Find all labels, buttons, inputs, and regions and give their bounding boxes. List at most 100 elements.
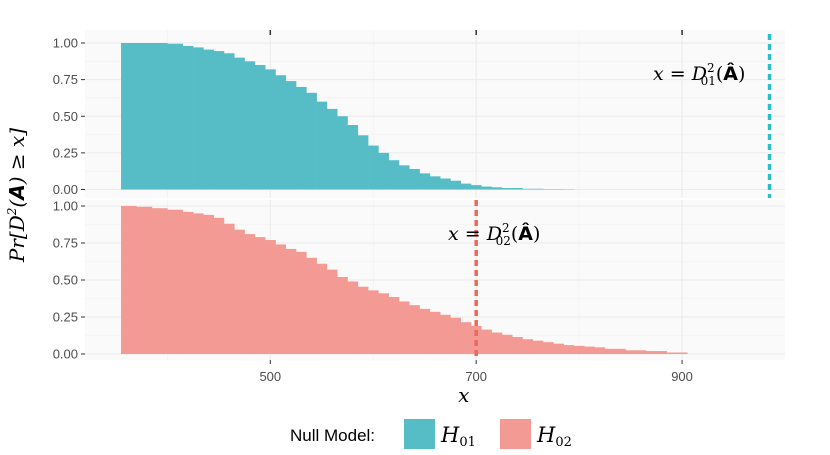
cdf-bar — [326, 108, 338, 190]
cdf-bar — [234, 229, 245, 354]
cdf-bar — [522, 188, 534, 190]
cdf-bar — [223, 53, 235, 190]
cdf-bar — [388, 297, 400, 354]
cdf-bar — [326, 269, 338, 354]
cdf-bar — [471, 325, 482, 354]
legend-swatch — [404, 419, 435, 449]
cdf-bar — [440, 314, 451, 354]
cdf-bar — [337, 277, 348, 354]
cdf-bar — [316, 263, 328, 354]
y-tick-label: 0.00 — [53, 182, 78, 197]
y-tick-label: 1.00 — [53, 36, 78, 51]
cdf-bar — [450, 180, 462, 190]
cdf-bar — [584, 346, 595, 354]
legend-title: Null Model: — [290, 426, 375, 445]
cdf-bar — [419, 173, 431, 190]
cdf-bar — [254, 237, 266, 354]
cdf-bar — [296, 86, 307, 190]
cdf-bar — [543, 342, 554, 354]
cdf-bar — [512, 188, 523, 190]
cdf-bar — [491, 187, 503, 190]
cdf-bar — [203, 214, 214, 354]
cdf-bar — [481, 329, 492, 354]
cdf-bar — [450, 317, 462, 354]
cdf-bar — [378, 152, 389, 190]
cdf-bar — [594, 347, 606, 354]
cdf-bar — [182, 211, 194, 354]
cdf-bar — [368, 290, 379, 354]
y-tick-label: 1.00 — [53, 199, 78, 214]
cdf-bar — [296, 251, 307, 354]
cdf-bar — [532, 188, 544, 190]
cdf-bar — [378, 293, 389, 354]
cdf-bar — [429, 176, 441, 190]
cdf-bar — [337, 116, 348, 190]
y-tick-label: 0.50 — [53, 109, 78, 124]
cdf-bar — [357, 286, 369, 354]
cdf-bar — [666, 352, 688, 354]
x-tick-label: 700 — [465, 369, 487, 384]
cdf-bar — [460, 183, 472, 190]
cdf-bar — [481, 186, 492, 190]
panel-h01: x = D2 01(Â) 0.00 0.25 0.50 0.75 1.00 — [53, 30, 785, 198]
cdf-bar — [522, 339, 534, 354]
legend-label: H02 — [536, 423, 572, 450]
legend-entry-h01: H01 — [404, 419, 476, 450]
cdf-bar — [121, 43, 137, 190]
cdf-bar — [440, 178, 451, 190]
cdf-bar — [501, 334, 513, 354]
cdf-bar — [512, 336, 523, 354]
cdf-bar — [136, 206, 153, 354]
cdf-bar — [306, 257, 317, 354]
x-tick-label: 500 — [259, 369, 281, 384]
cdf-bar — [604, 348, 626, 354]
legend-label: H01 — [440, 423, 476, 450]
cdf-bar — [625, 350, 647, 354]
cdf-bar — [151, 43, 168, 190]
y-tick-label: 0.25 — [53, 145, 78, 160]
cdf-bar — [368, 145, 379, 190]
cdf-bar — [234, 57, 245, 190]
cdf-bar — [573, 345, 585, 354]
cdf-bar — [471, 185, 482, 190]
cdf-bar — [213, 51, 225, 190]
cdf-bar — [409, 305, 420, 354]
cdf-bar — [388, 160, 400, 190]
y-axis-title: Pr[D2(A) ≥ x] — [5, 128, 29, 263]
cdf-bar — [306, 92, 317, 190]
cdf-bar — [203, 49, 214, 190]
cdf-bar — [563, 345, 575, 354]
legend: Null Model: H01 H02 — [290, 419, 572, 450]
cdf-bar — [285, 248, 297, 354]
cdf-bar — [491, 332, 503, 354]
cdf-bar — [275, 244, 287, 354]
cdf-bar — [254, 64, 266, 190]
cdf-bar — [223, 223, 235, 354]
cdf-bar — [265, 240, 276, 354]
x-tick-label: 900 — [671, 369, 693, 384]
cdf-bar — [244, 61, 256, 190]
cdf-bar — [285, 81, 297, 190]
x-axis-title: x — [458, 383, 469, 407]
panel-h02: x = D2 02(Â) 0.00 0.25 0.50 0.75 1.00 — [53, 199, 785, 362]
cdf-bar — [460, 322, 472, 354]
cdf-bar — [553, 343, 564, 354]
cdf-bar — [151, 208, 168, 354]
cdf-bar — [646, 351, 667, 354]
y-tick-label: 0.25 — [53, 310, 78, 325]
cdf-bar — [409, 168, 420, 190]
cdf-bar — [121, 206, 137, 354]
cdf-bar — [398, 301, 410, 354]
cdf-bar — [275, 75, 287, 190]
cdf-bar — [244, 234, 256, 354]
cdf-bar — [429, 311, 441, 354]
annotation-label: x = D2 02(Â) — [448, 221, 540, 248]
y-tick-label: 0.50 — [53, 273, 78, 288]
cdf-bar — [357, 135, 369, 190]
legend-swatch — [500, 419, 531, 449]
cdf-bar — [347, 281, 359, 354]
legend-entry-h02: H02 — [500, 419, 572, 450]
cdf-bar — [398, 165, 410, 190]
y-tick-label: 0.75 — [53, 236, 78, 251]
cdf-bar — [136, 43, 153, 190]
